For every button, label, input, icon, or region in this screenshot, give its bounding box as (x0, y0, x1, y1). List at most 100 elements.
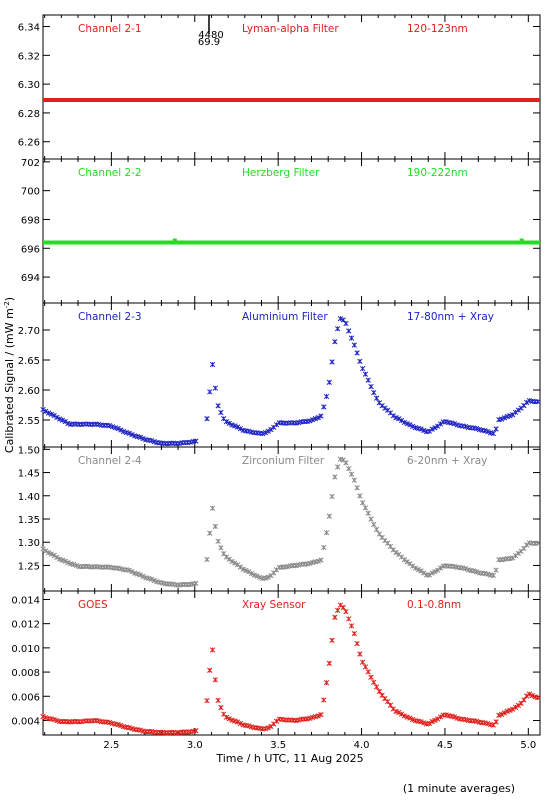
data-point (362, 505, 369, 511)
data-point (529, 692, 535, 699)
data-point (215, 697, 221, 704)
data-point (137, 572, 143, 578)
data-point (129, 569, 135, 575)
chart-panels: 6.26 6.28 6.30 6.32 6.34 Channel 2-1 Lyman-alp… (11, 14, 541, 751)
y-tick-label: 0.008 (11, 668, 40, 679)
band-label: 190-222nm (407, 167, 468, 179)
data-point (226, 420, 232, 426)
data-point (490, 430, 496, 437)
data-point (346, 465, 352, 472)
data-point (393, 415, 399, 421)
data-point (254, 573, 260, 579)
data-point (309, 417, 316, 423)
data-point (323, 530, 330, 536)
data-point (493, 719, 499, 725)
data-point (437, 714, 444, 720)
data-point (435, 716, 441, 722)
data-point (140, 435, 146, 442)
data-point (521, 697, 527, 703)
overflow-marker-bottom: 69.9 (198, 37, 220, 48)
y-tick-label: 2.70 (18, 326, 40, 337)
data-point (54, 554, 60, 561)
data-point (332, 474, 338, 480)
data-point (340, 317, 346, 323)
filter-label: Aluminium Filter (242, 311, 328, 323)
data-point (232, 560, 238, 566)
x-tick-label: 3.5 (270, 740, 286, 751)
y-axis-label: Calibrated Signal / (mW m-2) (3, 297, 16, 453)
data-point (346, 328, 352, 334)
data-point (118, 427, 124, 433)
y-tick-label: 0.006 (11, 692, 40, 703)
y-tick-label: 6.32 (18, 51, 40, 62)
data-point (315, 713, 321, 719)
data-point (421, 427, 427, 434)
data-point (212, 385, 218, 391)
data-point (362, 664, 369, 670)
data-point (215, 538, 221, 544)
series-points (40, 315, 541, 447)
data-point (62, 558, 68, 564)
data-point (535, 399, 541, 405)
data-point (485, 428, 491, 435)
data-point (321, 544, 327, 551)
data-point (318, 711, 324, 718)
data-point (204, 556, 210, 563)
data-point (51, 552, 57, 559)
data-point (404, 420, 410, 427)
data-point (209, 647, 216, 653)
overflow-marker: 4480 69.9 (198, 15, 224, 48)
panel-1: 6.26 6.28 6.30 6.32 6.34 Channel 2-1 Lyman-alp… (18, 14, 541, 160)
data-point (151, 577, 157, 584)
data-point (404, 559, 410, 565)
data-point (498, 711, 505, 718)
data-point (326, 513, 332, 519)
data-point (373, 395, 380, 401)
data-point (70, 561, 77, 568)
panel-4: 1.25 1.30 1.35 1.40 1.45 1.50 Channel 2-4 Zirco… (18, 445, 541, 592)
y-axis-label-text: Calibrated Signal / (mW m (3, 308, 16, 453)
data-point (357, 651, 363, 657)
data-point (401, 419, 408, 426)
data-point (410, 716, 416, 723)
panel-frame (42, 590, 541, 736)
data-point (193, 580, 199, 587)
data-point (426, 572, 433, 578)
data-point (207, 530, 213, 536)
data-point (360, 500, 366, 506)
data-point (429, 718, 435, 725)
data-point (535, 540, 541, 546)
data-point (48, 411, 54, 417)
data-point (343, 608, 349, 615)
data-point (212, 677, 218, 683)
data-point (273, 422, 280, 428)
data-point (354, 350, 360, 356)
data-point (507, 707, 513, 713)
data-point (45, 410, 52, 416)
data-point (172, 238, 177, 242)
data-point (262, 429, 269, 436)
data-point (326, 660, 332, 666)
footnote: (1 minute averages) (403, 782, 515, 795)
data-point (360, 365, 366, 372)
data-point (321, 697, 327, 703)
data-point (371, 679, 377, 686)
data-point (368, 516, 374, 522)
data-point (368, 383, 374, 390)
data-point (193, 728, 199, 734)
data-point (257, 574, 263, 581)
series-points (40, 456, 541, 588)
y-tick-label: 2.55 (18, 416, 40, 427)
data-point (415, 566, 421, 573)
data-point (426, 428, 433, 434)
data-point (223, 419, 230, 425)
data-point (232, 423, 238, 429)
filter-label: Herzberg Filter (242, 167, 320, 179)
data-point (329, 359, 335, 365)
data-point (501, 415, 508, 421)
y-tick-label: 2.60 (18, 386, 40, 397)
data-point (429, 570, 435, 576)
y-tick-label: 1.35 (18, 515, 40, 526)
data-point (209, 361, 216, 368)
data-point (204, 416, 210, 422)
